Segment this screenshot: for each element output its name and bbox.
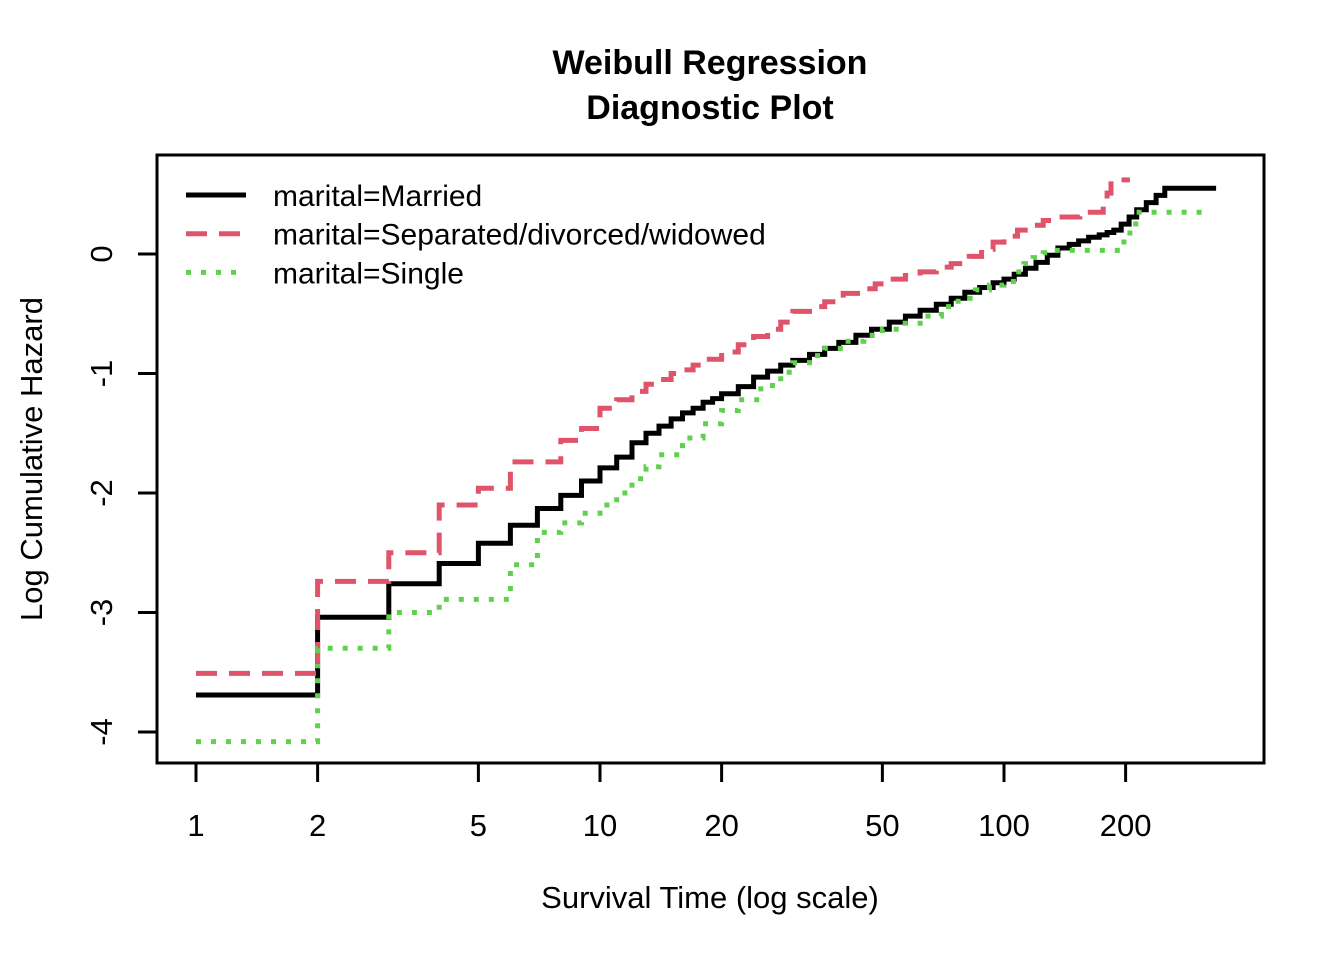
legend-item-label: marital=Single [273,257,464,290]
legend: marital=Married marital=Separated/divorce… [186,180,766,290]
x-tick-label: 5 [470,808,487,843]
y-tick-label: 0 [84,245,119,262]
x-tick-label: 10 [583,808,617,843]
x-tick-label: 200 [1100,808,1152,843]
curves [196,177,1217,745]
x-tick-label: 1 [187,808,204,843]
x-axis-title: Survival Time (log scale) [541,880,879,915]
legend-item-label: marital=Separated/divorced/widowed [273,219,766,252]
curve-solid [196,185,1217,698]
y-tick-label: -2 [84,479,119,507]
plot-title-line1: Weibull Regression [553,44,868,82]
x-tick-label: 2 [309,808,326,843]
x-tick-label: 100 [978,808,1030,843]
plot-box [155,153,1266,765]
y-axis: 0 -1 -2 -3 -4 [84,245,157,746]
y-tick-label: -3 [84,599,119,627]
curve-dotted [196,209,1209,745]
y-tick-label: -1 [84,360,119,388]
y-tick-label: -4 [84,718,119,746]
x-tick-label: 50 [865,808,899,843]
legend-item-label: marital=Married [273,180,482,213]
plot-title-line2: Diagnostic Plot [586,89,833,127]
x-axis: 1 2 5 10 20 50 100 200 [187,763,1151,843]
y-axis-title: Log Cumulative Hazard [14,297,49,621]
x-tick-label: 20 [704,808,738,843]
curve-dashed [196,177,1130,676]
